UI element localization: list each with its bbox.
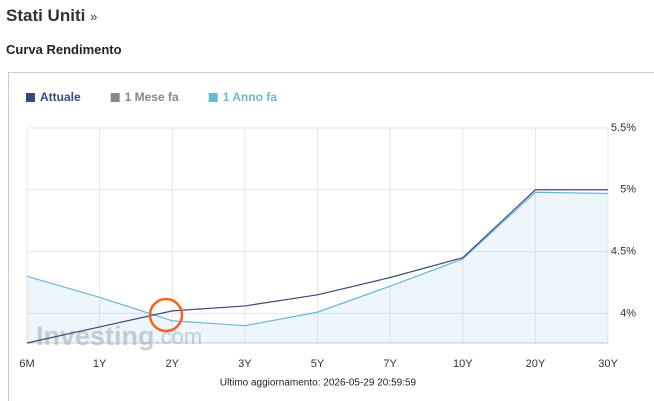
y-tick-label: 5.5%	[611, 122, 636, 134]
title-link[interactable]: »	[90, 9, 98, 24]
x-tick-label: 2Y	[166, 358, 180, 370]
x-tick-label: 10Y	[453, 358, 473, 370]
subtitle: Curva Rendimento	[6, 42, 122, 57]
x-tick-label: 7Y	[383, 358, 397, 370]
legend-swatch	[110, 93, 120, 102]
y-tick-label: 5%	[620, 184, 636, 196]
legend-swatch	[26, 93, 35, 102]
legend-swatch	[208, 93, 218, 102]
y-tick-label: 4%	[620, 307, 636, 319]
series-line	[26, 191, 609, 327]
x-tick-label: 6M	[19, 358, 34, 370]
x-tick-label: 3Y	[238, 358, 252, 370]
legend-label[interactable]: 1 Anno fa	[223, 90, 278, 104]
title-text: Stati Uniti	[6, 6, 86, 25]
x-tick-label: 5Y	[311, 358, 325, 370]
highlight-circle	[148, 297, 184, 333]
chart-box	[8, 72, 654, 401]
watermark-suffix: .com	[155, 324, 203, 349]
x-tick-label: 30Y	[598, 358, 618, 370]
series-line	[26, 189, 608, 344]
footer: Ultimo aggiornamento: 2026-05-29 20:59:5…	[220, 378, 417, 389]
x-tick-label: 20Y	[526, 358, 546, 370]
legend-label[interactable]: 1 Mese fa	[125, 90, 179, 104]
page-title: Stati Uniti »	[6, 6, 97, 26]
x-tick-label: 1Y	[93, 358, 107, 370]
y-tick-label: 4.5%	[611, 245, 636, 257]
legend-label[interactable]: Attuale	[40, 90, 81, 104]
area	[27, 192, 608, 343]
